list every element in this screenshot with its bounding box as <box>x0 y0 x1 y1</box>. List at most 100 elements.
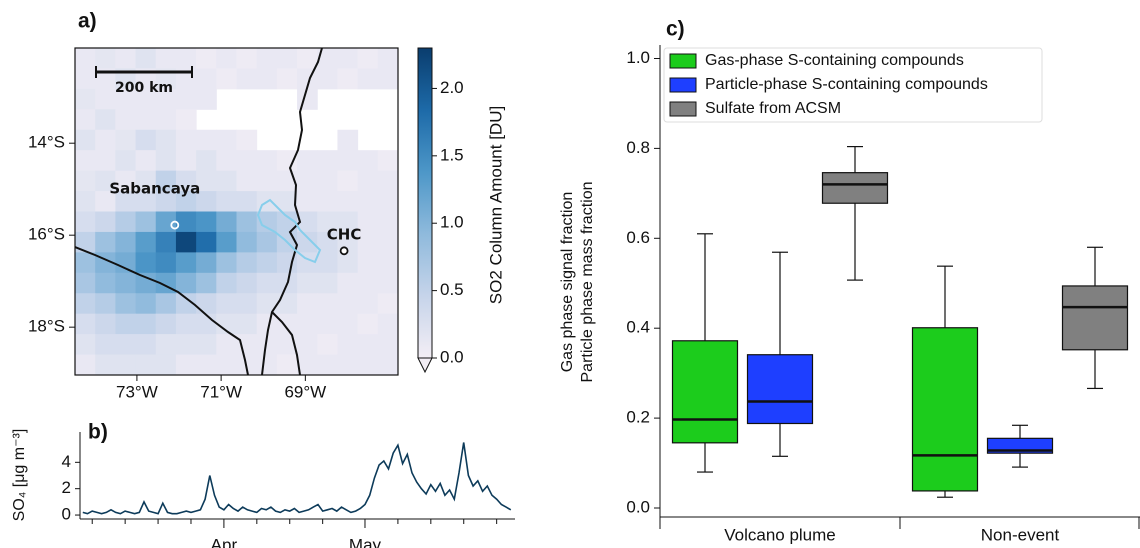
y-axis-label: SO₄ [μg m⁻³] <box>11 429 28 522</box>
so2-cell <box>135 334 157 356</box>
so2-cell <box>256 231 278 253</box>
so2-cell <box>357 211 379 233</box>
legend-swatch <box>669 77 697 93</box>
so2-cell <box>297 191 318 212</box>
so2-cell <box>276 313 298 335</box>
so2-cell <box>317 334 338 356</box>
so2-cell <box>175 129 197 151</box>
so2-cell <box>95 231 116 253</box>
so2-cell <box>75 170 96 192</box>
so2-cell <box>317 150 338 172</box>
y-tick-label: 2 <box>62 478 71 497</box>
border <box>75 246 249 375</box>
so2-cell <box>317 354 338 375</box>
so2-cell <box>297 334 318 356</box>
so2-cell <box>95 68 116 90</box>
so2-cell <box>337 191 359 212</box>
x-tick-label: Non-event <box>981 525 1060 544</box>
so2-cell <box>276 48 298 69</box>
so2-cell <box>135 88 157 110</box>
panel-label: b) <box>88 421 108 444</box>
box <box>1061 285 1129 351</box>
so2-cell <box>75 129 96 151</box>
panel-label: a) <box>78 10 97 33</box>
so2-cell <box>357 293 379 315</box>
so2-cell <box>216 313 237 335</box>
so2-cell <box>357 313 379 335</box>
so2-cell <box>75 48 96 69</box>
so2-cell <box>337 334 359 356</box>
so2-cell <box>317 48 338 69</box>
so2-cell <box>377 293 398 315</box>
x-tick-label: Apr <box>211 535 238 548</box>
x-tick-label: May <box>349 535 382 548</box>
y-tick-label: 0.6 <box>626 228 650 247</box>
so2-cell <box>95 48 116 69</box>
so2-cell <box>357 48 379 69</box>
so2-cell <box>297 170 318 192</box>
so2-cell <box>175 109 197 131</box>
so2-cell <box>175 334 197 356</box>
so2-cell <box>357 170 379 192</box>
lake-titicaca <box>256 198 322 264</box>
so2-cell <box>115 48 137 69</box>
box <box>911 327 979 492</box>
so2-cell <box>75 150 96 172</box>
so2-cell <box>175 150 197 172</box>
so2-cell <box>135 109 157 131</box>
so2-cell <box>216 68 237 90</box>
so2-cell <box>256 68 278 90</box>
so2-cell <box>115 109 137 131</box>
so2-cell <box>256 334 278 356</box>
so2-cell <box>135 293 157 315</box>
so2-cell <box>196 272 217 294</box>
so2-cell <box>236 68 258 90</box>
so2-cell <box>256 252 278 274</box>
colorbar-label: SO2 Column Amount [DU] <box>486 106 505 304</box>
colorbar <box>418 48 432 358</box>
so2-cell <box>175 252 197 274</box>
legend-label: Particle-phase S-containing compounds <box>705 76 988 93</box>
so2-cell <box>297 293 318 315</box>
so2-cell <box>135 313 157 335</box>
so2-cell <box>276 191 298 212</box>
box <box>746 354 814 425</box>
so2-cell <box>135 252 157 274</box>
so2-cell <box>216 272 237 294</box>
so2-cell <box>337 293 359 315</box>
so2-cell <box>135 150 157 172</box>
so2-cell <box>216 293 237 315</box>
so2-cell <box>216 211 237 233</box>
so2-cell <box>115 272 137 294</box>
so2-cell <box>317 272 338 294</box>
so2-cell <box>317 170 338 192</box>
so2-cell <box>256 293 278 315</box>
colorbar-tick-label: 1.0 <box>440 213 464 232</box>
legend-label: Sulfate from ACSM <box>705 100 841 117</box>
so2-cell <box>135 170 157 192</box>
so2-cell <box>357 272 379 294</box>
so2-cell <box>256 48 278 69</box>
so2-cell <box>377 313 398 335</box>
so2-cell <box>377 211 398 233</box>
so2-cell <box>297 211 318 233</box>
so2-cell <box>377 334 398 356</box>
so2-cell <box>377 170 398 192</box>
so2-cell <box>256 313 278 335</box>
so2-cell <box>155 150 177 172</box>
so2-cell <box>357 150 379 172</box>
y-axis-label: Particle phase mass fraction <box>579 182 596 383</box>
so2-cell <box>276 354 298 375</box>
so2-cell <box>175 354 197 375</box>
so2-cell <box>297 313 318 335</box>
so2-cell <box>236 231 258 253</box>
so2-cell <box>216 252 237 274</box>
series-line <box>82 442 512 515</box>
so2-cell <box>155 293 177 315</box>
so2-cell <box>75 313 96 335</box>
so2-cell <box>115 252 137 274</box>
so2-cell <box>175 211 197 233</box>
so2-cell <box>236 150 258 172</box>
y-tick-label: 0.2 <box>626 408 650 427</box>
so2-cell <box>155 354 177 375</box>
